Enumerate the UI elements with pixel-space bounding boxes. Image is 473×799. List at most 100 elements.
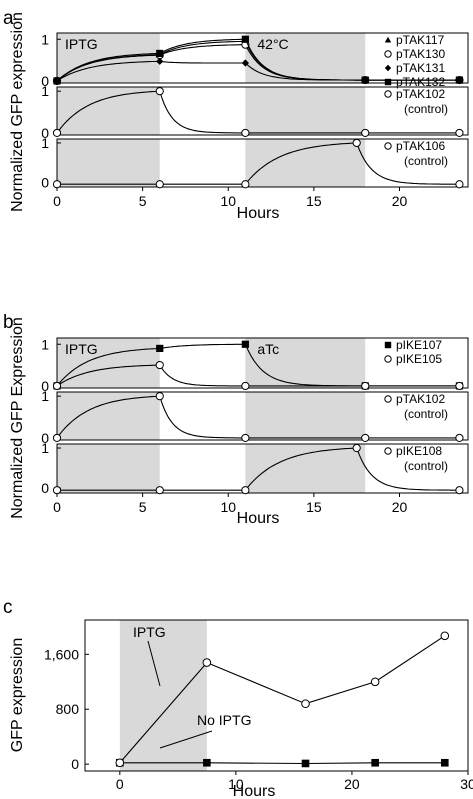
- panel-a-sub1-frame: [56, 32, 469, 84]
- panel-a-sub1-ytick-label-0: 0: [41, 73, 49, 89]
- panel-c-annotation-no-iptg: No IPTG: [197, 712, 251, 728]
- panel-a-sub3-point-pTAK106-4: [455, 180, 464, 189]
- panel-a-sub3-legend-label-1: pTAK106: [396, 139, 445, 153]
- panel-b-sub1-point-pIKE105-3: [361, 381, 370, 391]
- panel-b-sub1-shaded-2: [245, 338, 366, 388]
- panel-a-sub1-legend-label-3: pTAK131: [396, 61, 445, 75]
- panel-b-sub3-ytick-label-0: 0: [41, 480, 49, 496]
- panel-c-ytick-label-1: 800: [56, 701, 80, 717]
- panel-b-sub2-shaded-2: [245, 392, 366, 440]
- panel-a-xlabel: Hours: [237, 205, 280, 222]
- panel-a-sub1-legend-label-4: pTAK132: [396, 75, 445, 89]
- panel-c-annotation-no-iptg-leader: [159, 730, 213, 749]
- panel-a-xtick-label-1: 5: [139, 193, 147, 209]
- panel-b-sub3-point-pIKE108-4: [455, 486, 464, 495]
- panel-b-xtick-label-1: 5: [139, 499, 147, 515]
- panel-c-xtick-label-2: 20: [344, 776, 360, 792]
- panel-a-sub3-point-pTAK106-0: [52, 180, 62, 189]
- panel-b-sub3-legend-label-1: pIKE108: [396, 444, 442, 458]
- panel-a-sub3-point-pTAK106-1: [155, 180, 164, 189]
- panel-c-frame: [84, 619, 469, 772]
- panel-b-sub1-shade-label-1: IPTG: [65, 341, 98, 357]
- panel-a-sub1-point-pTAK131-1: [156, 57, 164, 65]
- panel-c-point-No-IPTG-4: [440, 758, 449, 767]
- panel-c-point-IPTG-2: [301, 699, 310, 709]
- panel-b-sub2-frame: [56, 391, 469, 441]
- panel-b-sub1-point-pIKE107-2: [241, 340, 249, 348]
- panel-b-sub3-legend-marker-1: [384, 447, 392, 455]
- panel-c-ytick-label-0: 0: [71, 756, 79, 772]
- panel-c-annotation-iptg-leader: [147, 640, 161, 687]
- panel-b-sub1-frame: [56, 337, 469, 389]
- panel-b-sub2-ytick-label-0: 0: [41, 430, 49, 446]
- panel-a-xtick-label-4: 20: [392, 193, 408, 209]
- panel-b-xtick-label-2: 10: [220, 499, 236, 515]
- panel-a-sub1-point-pTAK132-1: [156, 49, 164, 58]
- panel-a-sub1-point-pTAK132-2: [241, 35, 249, 43]
- panel-a-sub1-shade-label-1: IPTG: [65, 36, 98, 52]
- panel-a-sub2-point-pTAK102-1: [155, 87, 164, 96]
- panel-c-point-IPTG-0: [115, 758, 125, 768]
- panel-a-sub1-legend-marker-3: [384, 64, 392, 72]
- panel-b-sub1-legend-label-2: pIKE105: [396, 352, 442, 366]
- panel-b-sub1-ytick-label-0: 0: [41, 378, 49, 394]
- panel-a-sub2-shaded-2: [245, 87, 366, 135]
- panel-c-xtick-label-0: 0: [116, 776, 124, 792]
- panel-b-sub2-point-pTAK102-2: [241, 433, 250, 443]
- panel-b-sub3-point-pIKE108-3: [352, 443, 361, 453]
- panel-b-sub1-ytick-label-1: 1: [41, 336, 49, 352]
- panel-a-sub3-ytick-label-0: 0: [41, 174, 49, 190]
- panel-a-sub2-ytick-label-1: 1: [41, 83, 49, 99]
- panel-a-sub3-legend-note-1: (control): [404, 154, 448, 168]
- panel-a-sub3-shaded-1: [57, 139, 160, 187]
- panel-letter-b: b: [3, 312, 14, 333]
- panel-a-sub1-legend-marker-4: [384, 78, 392, 86]
- panel-a-sub1-point-pTAK131-2: [241, 59, 249, 67]
- panel-c-point-IPTG-3: [370, 677, 380, 687]
- panel-a-sub3-frame: [56, 138, 469, 188]
- panel-b-sub1-point-pIKE105-0: [52, 381, 62, 391]
- panel-c-point-No-IPTG-2: [301, 759, 310, 768]
- panel-a-sub2-point-pTAK102-2: [241, 128, 250, 138]
- panel-a-sub2-point-pTAK102-3: [361, 128, 370, 138]
- panel-b-sub1-point-pIKE105-4: [455, 381, 464, 391]
- panel-a-xtick-label-0: 0: [53, 193, 61, 209]
- panel-c-point-No-IPTG-3: [371, 758, 379, 767]
- panel-letter-a: a: [3, 8, 14, 29]
- panel-c-point-IPTG-4: [440, 631, 450, 641]
- panel-a-sub1-point-pTAK132-3: [361, 76, 369, 84]
- panel-letter-c: c: [3, 597, 13, 618]
- panel-a-sub3-point-pTAK106-2: [241, 180, 250, 189]
- panel-a-sub2-point-pTAK102-0: [52, 128, 62, 138]
- panel-b-sub2-point-pTAK102-1: [155, 392, 164, 401]
- panel-a-sub1-shade-label-2: 42°C: [257, 36, 288, 52]
- panel-b-sub1-point-pIKE105-1: [155, 360, 164, 370]
- panel-a-sub2-legend-note-1: (control): [404, 102, 448, 116]
- panel-b-sub1-point-pIKE105-2: [241, 381, 250, 391]
- panel-c-xtick-label-3: 30: [460, 776, 473, 792]
- panel-b-sub2-ytick-label-1: 1: [41, 388, 49, 404]
- panel-a-sub2-shaded-1: [57, 87, 160, 135]
- panel-b-ylabel: Normalized GFP Expression: [9, 317, 26, 519]
- panel-b-sub1-point-pIKE107-1: [156, 344, 164, 353]
- panel-b-xtick-label-4: 20: [392, 499, 408, 515]
- panel-a-ylabel: Normalized GFP expression: [9, 12, 26, 212]
- panel-b-sub3-ytick-label-1: 1: [41, 440, 49, 456]
- panel-c-xlabel: Hours: [233, 783, 276, 799]
- panel-a-sub1-ytick-label-1: 1: [41, 31, 49, 47]
- panel-a-sub2-legend-marker-1: [384, 90, 392, 98]
- panel-a-xtick-label-2: 10: [220, 193, 236, 209]
- panel-c-xtick-label-1: 10: [228, 776, 244, 792]
- panel-b-sub3-point-pIKE108-1: [155, 486, 164, 495]
- panel-b-sub2-legend-label-1: pTAK102: [396, 392, 445, 406]
- panel-b-sub2-legend-note-1: (control): [404, 407, 448, 421]
- panel-c-annotation-iptg: IPTG: [133, 624, 166, 640]
- panel-a-sub1-point-pTAK132-0: [53, 77, 61, 85]
- panel-b-sub2-point-pTAK102-3: [361, 433, 370, 443]
- panel-c-ytick-label-2: 1,600: [44, 646, 79, 662]
- panel-a-sub1-legend-marker-1: [384, 36, 392, 43]
- panel-a-sub1-legend-marker-2: [384, 50, 392, 58]
- panel-b-sub1-legend-marker-2: [384, 355, 392, 363]
- panel-b-sub2-legend-marker-1: [384, 395, 392, 403]
